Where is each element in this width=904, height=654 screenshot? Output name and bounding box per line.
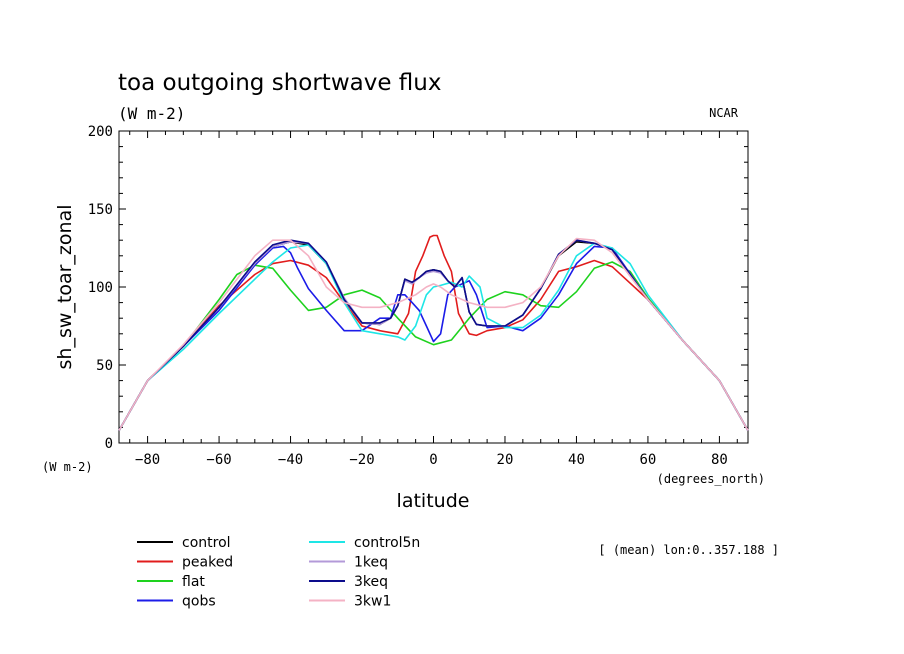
x-tick-label: −40	[278, 452, 303, 468]
plot-area	[118, 130, 749, 444]
x-tick-label: −20	[349, 452, 374, 468]
x-axis-label: latitude	[397, 490, 470, 512]
series-line-peaked	[118, 234, 749, 431]
y-tick-labels: 0 50 100 150 200	[88, 124, 113, 452]
y-tick-label: 200	[88, 124, 113, 140]
legend-label-control5n: control5n	[354, 535, 420, 551]
chart-source: NCAR	[709, 106, 739, 120]
legend-label-control: control	[182, 535, 231, 551]
x-tick-label: 40	[568, 452, 585, 468]
x-tick-label: 80	[711, 452, 728, 468]
y-tick-label: 0	[105, 436, 113, 452]
legend-label-flat: flat	[182, 574, 205, 590]
x-units-label: (degrees_north)	[657, 472, 765, 486]
x-tick-label: 0	[429, 452, 437, 468]
chart-subtitle: (W m-2)	[118, 104, 185, 123]
legend-label-1keq: 1keq	[354, 555, 388, 571]
series-line-1keq	[118, 239, 749, 431]
series-line-qobs	[118, 245, 749, 431]
x-tick-labels: −80 −60 −40 −20 0 20 40 60 80	[135, 452, 728, 468]
y-tick-label: 50	[96, 358, 113, 374]
legend-label-3kw1: 3kw1	[354, 594, 391, 610]
legend-label-peaked: peaked	[182, 555, 233, 571]
axis-ticks	[119, 130, 748, 444]
y-units-label: (W m-2)	[42, 460, 93, 474]
y-tick-label: 100	[88, 280, 113, 296]
series-line-3kw1	[118, 237, 749, 431]
series-lines	[118, 234, 749, 431]
legend-label-3keq: 3keq	[354, 574, 388, 590]
averaging-note: [ (mean) lon:0..357.188 ]	[598, 543, 779, 557]
x-tick-label: 60	[640, 452, 657, 468]
y-axis-label: sh_sw_toar_zonal	[54, 205, 76, 370]
x-tick-label: 20	[497, 452, 514, 468]
chart-title: toa outgoing shortwave flux	[118, 70, 441, 96]
y-tick-label: 150	[88, 202, 113, 218]
series-line-3keq	[118, 239, 749, 431]
x-tick-label: −60	[206, 452, 231, 468]
x-tick-label: −80	[135, 452, 160, 468]
legend: control peaked flat qobs control5n 1keq 3keq 3k…	[137, 535, 420, 610]
legend-label-qobs: qobs	[182, 594, 216, 610]
